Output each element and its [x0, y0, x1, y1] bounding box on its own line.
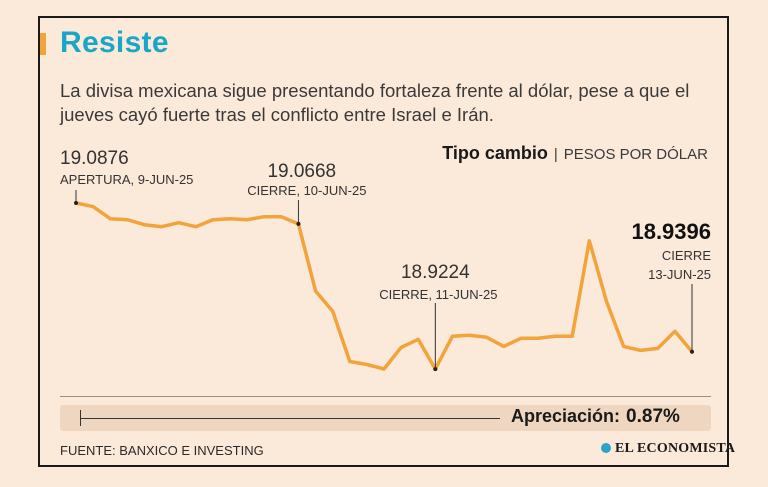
- appreciation-range-line: [80, 418, 500, 419]
- chart-header: Tipo cambio | PESOS POR DÓLAR: [442, 143, 708, 164]
- annotation-open-value: 19.0876: [60, 148, 129, 169]
- annotation-close11-value: 18.9224: [401, 262, 470, 283]
- annotation-close11-dot: [433, 367, 438, 372]
- annotation-close10-value: 19.0668: [267, 161, 336, 182]
- infographic-card: [38, 16, 729, 467]
- chart-header-separator: |: [553, 146, 558, 163]
- title-accent-bar: [40, 33, 46, 55]
- series-line: [74, 201, 694, 371]
- brand-logo: EL ECONOMISTA: [601, 441, 735, 457]
- chart-subtitle: La divisa mexicana sigue presentando for…: [60, 80, 690, 125]
- annotation-close13-value: 18.9396: [631, 219, 711, 244]
- appreciation-readout: Apreciación: 0.87%: [511, 406, 680, 428]
- brand-icon: [601, 443, 611, 453]
- annotation-close13-label-line2: 13-JUN-25: [648, 267, 711, 282]
- annotation-open-dot: [74, 201, 78, 205]
- appreciation-label: Apreciación:: [511, 406, 621, 426]
- chart-header-label: Tipo cambio: [442, 143, 548, 163]
- footer-divider: [60, 396, 711, 397]
- annotation-close10-label: CIERRE, 10-JUN-25: [247, 183, 366, 198]
- appreciation-value: 0.87%: [626, 406, 680, 427]
- annotation-open-label: APERTURA, 9-JUN-25: [60, 172, 193, 187]
- annotation-close13-label-line1: CIERRE: [662, 248, 711, 263]
- annotation-close11-label: CIERRE, 11-JUN-25: [379, 287, 497, 302]
- annotation-close10-dot: [296, 221, 301, 226]
- brand-name: EL ECONOMISTA: [615, 441, 736, 456]
- annotation-close13-dot: [690, 349, 694, 354]
- chart-title: Resiste: [60, 26, 169, 59]
- chart-header-unit: PESOS POR DÓLAR: [563, 146, 708, 163]
- source-note: FUENTE: BANXICO E INVESTING: [60, 443, 264, 458]
